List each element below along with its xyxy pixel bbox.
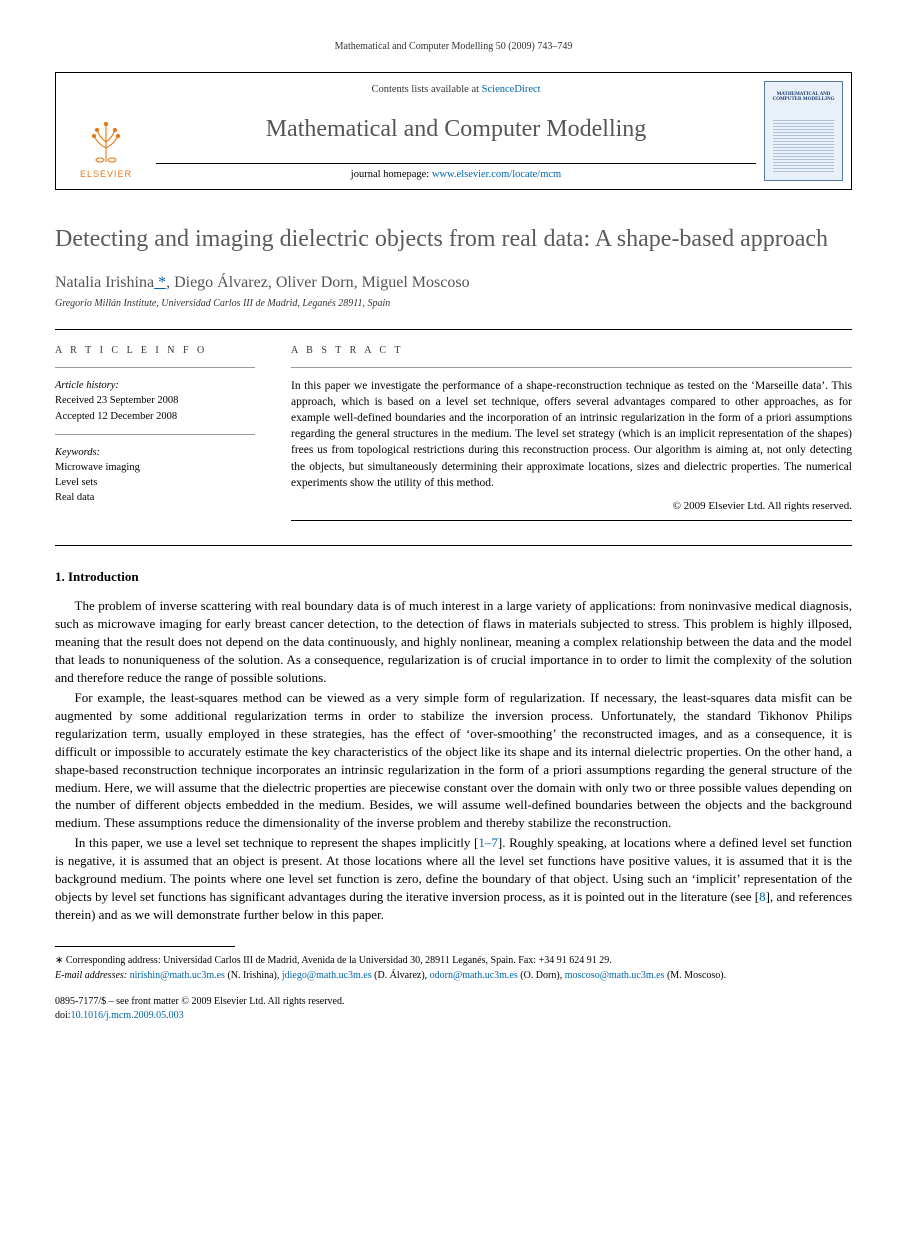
keyword-1: Microwave imaging [55, 460, 255, 475]
sciencedirect-link[interactable]: ScienceDirect [482, 84, 541, 95]
info-divider-2 [55, 434, 255, 435]
email-who-3: (O. Dorn) [520, 970, 559, 981]
masthead-center: Contents lists available at ScienceDirec… [156, 73, 756, 189]
author-4: Miguel Moscoso [362, 274, 470, 291]
authors-line: Natalia Irishina *, Diego Álvarez, Olive… [55, 272, 852, 294]
keywords-block: Keywords: Microwave imaging Level sets R… [55, 445, 255, 506]
email-link-2[interactable]: jdiego@math.uc3m.es [282, 970, 372, 981]
keyword-3: Real data [55, 490, 255, 505]
page: Mathematical and Computer Modelling 50 (… [0, 0, 907, 1053]
doi-line: doi:10.1016/j.mcm.2009.05.003 [55, 1009, 852, 1023]
affiliation: Gregorio Millán Institute, Universidad C… [55, 297, 852, 311]
footer-block: 0895-7177/$ – see front matter © 2009 El… [55, 995, 852, 1023]
contents-lists-line: Contents lists available at ScienceDirec… [156, 83, 756, 97]
email-who-2: (D. Álvarez) [374, 970, 425, 981]
homepage-prefix: journal homepage: [351, 169, 432, 180]
keywords-label: Keywords: [55, 445, 255, 460]
history-label: Article history: [55, 378, 255, 393]
abstract-text: In this paper we investigate the perform… [291, 378, 852, 491]
rule-bottom [55, 545, 852, 546]
doi-label: doi: [55, 1010, 71, 1021]
journal-masthead: ELSEVIER Contents lists available at Sci… [55, 72, 852, 190]
author-1: Natalia Irishina [55, 274, 154, 291]
journal-cover-thumbnail: MATHEMATICAL AND COMPUTER MODELLING [764, 81, 843, 181]
email-who-1: (N. Irishina) [227, 970, 276, 981]
email-footnote: E-mail addresses: nirishin@math.uc3m.es … [55, 968, 852, 983]
history-received: Received 23 September 2008 [55, 393, 255, 408]
cover-thumb-container: MATHEMATICAL AND COMPUTER MODELLING [756, 73, 851, 189]
history-accepted: Accepted 12 December 2008 [55, 409, 255, 424]
author-2: Diego Álvarez [174, 274, 268, 291]
info-abstract-row: A R T I C L E I N F O Article history: R… [55, 330, 852, 545]
article-info-column: A R T I C L E I N F O Article history: R… [55, 344, 255, 531]
ref-link-1-7[interactable]: 1–7 [478, 835, 498, 850]
footnotes: ∗ Corresponding address: Universidad Car… [55, 953, 852, 983]
abstract-divider-2 [291, 520, 852, 521]
corr-mark: ∗ [55, 955, 63, 966]
running-head: Mathematical and Computer Modelling 50 (… [55, 40, 852, 54]
abstract-copyright: © 2009 Elsevier Ltd. All rights reserved… [291, 499, 852, 514]
article-title: Detecting and imaging dielectric objects… [55, 224, 852, 254]
abstract-divider-1 [291, 367, 852, 368]
email-label: E-mail addresses: [55, 970, 127, 981]
intro-para-2: For example, the least-squares method ca… [55, 689, 852, 833]
publisher-name: ELSEVIER [80, 168, 132, 180]
corresponding-author-mark[interactable]: * [154, 274, 166, 291]
cover-body-art [773, 118, 834, 172]
email-link-3[interactable]: odorn@math.uc3m.es [430, 970, 518, 981]
article-history: Article history: Received 23 September 2… [55, 378, 255, 424]
journal-homepage-link[interactable]: www.elsevier.com/locate/mcm [432, 169, 561, 180]
email-link-1[interactable]: nirishin@math.uc3m.es [130, 970, 225, 981]
email-who-4: (M. Moscoso). [667, 970, 726, 981]
issn-copyright-line: 0895-7177/$ – see front matter © 2009 El… [55, 995, 852, 1009]
corr-text: Corresponding address: Universidad Carlo… [66, 955, 612, 966]
abstract-column: A B S T R A C T In this paper we investi… [291, 344, 852, 531]
doi-link[interactable]: 10.1016/j.mcm.2009.05.003 [71, 1010, 184, 1021]
keyword-2: Level sets [55, 475, 255, 490]
p3-part-1: In this paper, we use a level set techni… [75, 835, 479, 850]
article-info-heading: A R T I C L E I N F O [55, 344, 255, 358]
journal-homepage-line: journal homepage: www.elsevier.com/locat… [156, 163, 756, 182]
intro-para-3: In this paper, we use a level set techni… [55, 834, 852, 924]
section-1-heading: 1. Introduction [55, 568, 852, 586]
intro-para-1: The problem of inverse scattering with r… [55, 597, 852, 687]
footnote-rule [55, 946, 235, 947]
journal-name: Mathematical and Computer Modelling [156, 113, 756, 145]
elsevier-tree-icon [82, 118, 130, 166]
author-3: Oliver Dorn [276, 274, 354, 291]
cover-title: MATHEMATICAL AND COMPUTER MODELLING [771, 92, 836, 103]
corresponding-footnote: ∗ Corresponding address: Universidad Car… [55, 953, 852, 968]
info-divider-1 [55, 367, 255, 368]
contents-prefix: Contents lists available at [371, 84, 481, 95]
publisher-logo-block: ELSEVIER [56, 73, 156, 189]
email-link-4[interactable]: moscoso@math.uc3m.es [565, 970, 665, 981]
abstract-heading: A B S T R A C T [291, 344, 852, 358]
